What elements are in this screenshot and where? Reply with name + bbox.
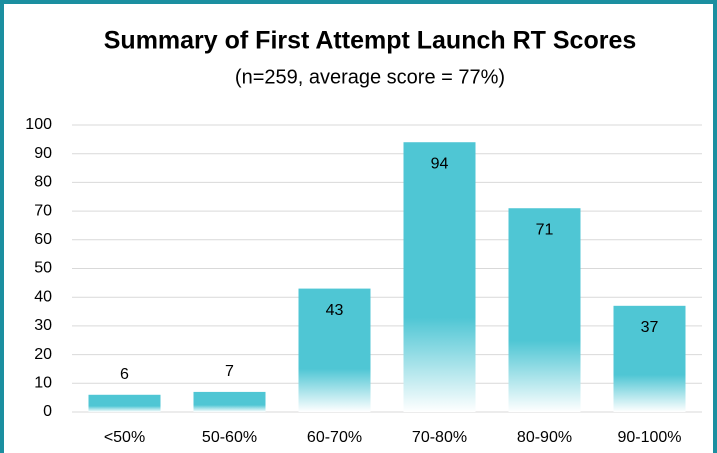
bar bbox=[193, 391, 266, 412]
y-tick-label: 20 bbox=[34, 346, 52, 363]
y-tick-label: 80 bbox=[34, 174, 52, 191]
bar bbox=[88, 394, 161, 412]
chart-subtitle: (n=259, average score = 77%) bbox=[235, 66, 505, 88]
x-tick-label: <50% bbox=[104, 429, 145, 446]
y-tick-label: 0 bbox=[43, 403, 52, 420]
x-tick-label: 90-100% bbox=[617, 429, 681, 446]
y-tick-label: 30 bbox=[34, 317, 52, 334]
bar bbox=[613, 305, 686, 412]
data-label: 6 bbox=[120, 366, 129, 383]
y-tick-label: 10 bbox=[34, 375, 52, 392]
data-label: 7 bbox=[225, 363, 234, 380]
x-tick-label: 80-90% bbox=[517, 429, 572, 446]
data-label: 71 bbox=[536, 221, 554, 238]
bar bbox=[403, 142, 476, 412]
y-tick-label: 50 bbox=[34, 260, 52, 277]
x-tick-label: 70-80% bbox=[412, 429, 467, 446]
data-label: 43 bbox=[326, 302, 344, 319]
data-label: 37 bbox=[641, 319, 659, 336]
x-tick-label: 60-70% bbox=[307, 429, 362, 446]
chart-title: Summary of First Attempt Launch RT Score… bbox=[104, 27, 637, 55]
y-tick-label: 100 bbox=[25, 116, 52, 133]
y-tick-label: 90 bbox=[34, 145, 52, 162]
data-label: 94 bbox=[431, 155, 449, 172]
y-tick-label: 70 bbox=[34, 202, 52, 219]
x-tick-label: 50-60% bbox=[202, 429, 257, 446]
y-tick-label: 40 bbox=[34, 288, 52, 305]
bar bbox=[298, 288, 371, 412]
y-tick-label: 60 bbox=[34, 231, 52, 248]
bar bbox=[508, 208, 581, 412]
